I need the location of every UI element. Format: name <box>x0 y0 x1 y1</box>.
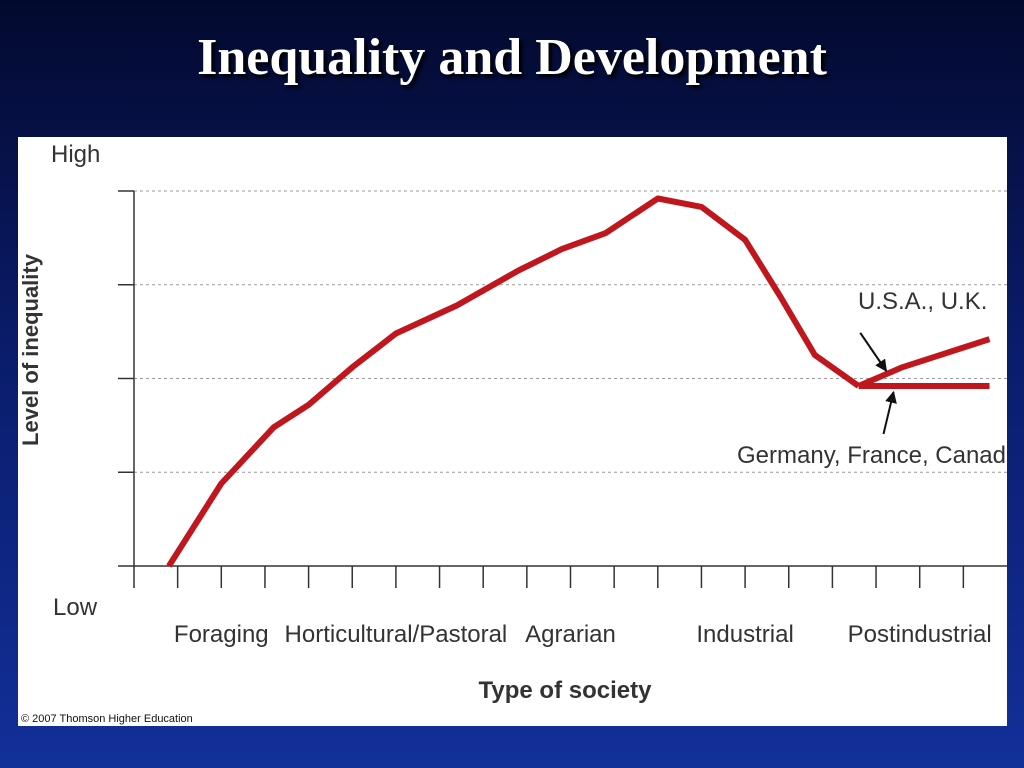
y-axis-low-label: Low <box>53 594 98 621</box>
slide-title: Inequality and Development <box>197 29 827 86</box>
copyright-notice: © 2007 Thomson Higher Education <box>21 713 193 725</box>
y-axis-high-label: High <box>51 141 100 168</box>
annotation-layer <box>859 332 897 435</box>
annotation-germany-france-canada: Germany, France, Canada <box>737 442 1007 469</box>
series-line <box>857 336 991 389</box>
x-category-label: Industrial <box>696 621 793 648</box>
inequality-chart: Foraging Horticultural/Pastoral Agrarian In… <box>18 141 1007 725</box>
x-category-label: Foraging <box>174 621 269 648</box>
grid-layer <box>134 190 1007 473</box>
series-line <box>166 195 861 568</box>
y-axis-title: Level of inequality <box>18 253 43 446</box>
axis-layer: Foraging Horticultural/Pastoral Agrarian In… <box>118 190 1007 648</box>
annotation-arrow <box>859 332 888 372</box>
x-category-label: Agrarian <box>525 621 616 648</box>
annotation-arrow <box>882 390 897 435</box>
annotation-usa-uk: U.S.A., U.K. <box>858 288 987 315</box>
x-category-label: Postindustrial <box>848 621 992 648</box>
series-layer <box>166 195 991 568</box>
chart-panel: Foraging Horticultural/Pastoral Agrarian In… <box>18 137 1007 726</box>
x-category-label: Horticultural/Pastoral <box>285 621 508 648</box>
x-axis-title: Type of society <box>479 677 653 704</box>
